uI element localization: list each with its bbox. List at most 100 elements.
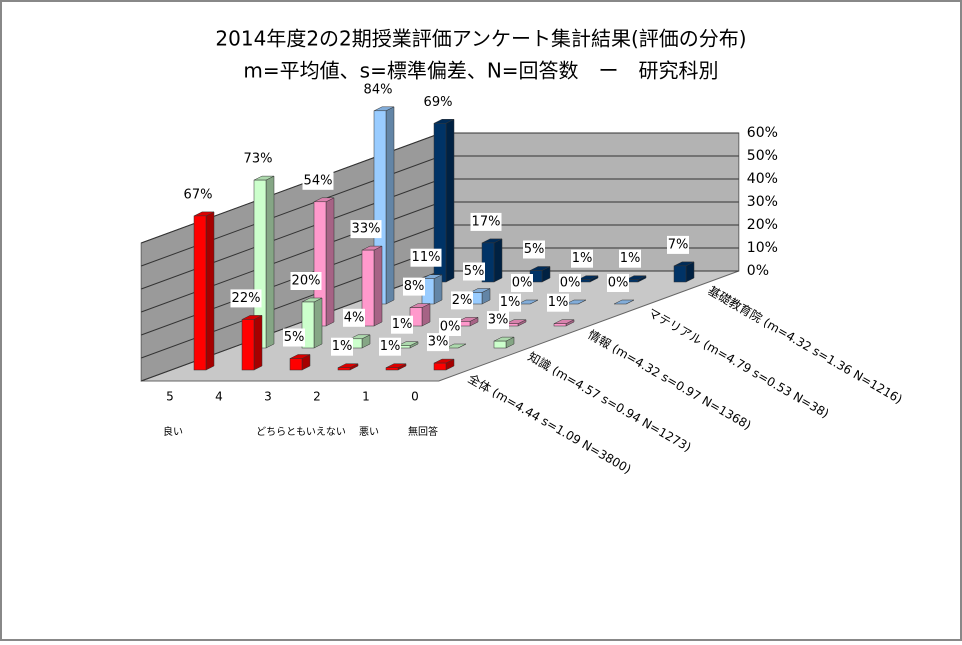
value-label: 11% (412, 250, 441, 265)
value-label: 1% (332, 339, 353, 354)
bar (289, 358, 303, 371)
value-label-box (439, 318, 461, 336)
value-label-box (343, 308, 365, 327)
value-label-box (391, 315, 413, 334)
bar (385, 367, 399, 371)
value-label-box (362, 80, 394, 99)
value-label-box (427, 333, 449, 352)
value-label: 22% (232, 291, 261, 306)
value-label-box (487, 311, 509, 330)
value-label: 1% (572, 251, 593, 266)
category-note: 良い (163, 425, 183, 438)
value-label: 54% (304, 173, 333, 188)
value-label: 3% (428, 335, 449, 350)
bar-side (253, 314, 263, 371)
value-label: 0% (608, 276, 629, 291)
value-label: 1% (500, 295, 521, 310)
bar-side (313, 297, 323, 349)
value-label: 67% (184, 187, 213, 202)
bar-side (445, 118, 455, 283)
value-label-box (331, 337, 353, 356)
value-label: 0% (512, 276, 533, 291)
y-tick-label: 0% (747, 263, 769, 279)
value-label-box (470, 212, 502, 231)
bar-side (493, 238, 503, 283)
chart-title: 2014年度2の2期授業評価アンケート集計結果(評価の分布) (215, 27, 746, 51)
value-label-box (619, 249, 641, 268)
value-label-box (302, 171, 334, 190)
bar (553, 323, 567, 327)
value-label-box (283, 328, 305, 347)
value-label: 1% (620, 251, 641, 266)
value-label-box (182, 185, 214, 204)
category-note: 悪い (359, 426, 379, 438)
value-label: 73% (244, 152, 273, 167)
y-tick-label: 10% (747, 240, 778, 256)
bar-side (205, 211, 215, 371)
bar-top (565, 299, 587, 305)
value-label-box (607, 274, 629, 292)
x-tick-label: 5 (166, 390, 174, 404)
value-label: 84% (364, 82, 393, 97)
bar-side (433, 274, 443, 305)
value-label: 4% (344, 310, 365, 325)
value-label: 69% (424, 95, 453, 110)
bar-side (265, 175, 275, 349)
value-label: 5% (284, 330, 305, 345)
value-label-box (350, 220, 382, 239)
value-label: 17% (472, 214, 501, 229)
bar (337, 367, 351, 371)
value-label-box (571, 249, 593, 268)
bar (361, 249, 375, 327)
value-label: 20% (292, 274, 321, 289)
value-label-box (451, 291, 473, 310)
bar-side (373, 245, 383, 327)
x-tick-label: 4 (215, 390, 223, 404)
bar-side (385, 106, 395, 305)
value-label-box (379, 337, 401, 356)
bar-side (325, 197, 335, 327)
y-tick-label: 40% (747, 171, 778, 187)
bar-top (613, 299, 635, 305)
value-label: 33% (352, 222, 381, 237)
bar (673, 265, 687, 283)
value-label-box (230, 289, 262, 308)
value-label: 3% (488, 313, 509, 328)
value-label-box (499, 293, 521, 312)
y-tick-label: 20% (747, 217, 778, 233)
value-label-box (559, 274, 581, 292)
value-label: 8% (404, 279, 425, 294)
value-label: 0% (560, 276, 581, 291)
value-label-box (422, 93, 454, 112)
value-label-box (511, 274, 533, 292)
x-tick-label: 3 (264, 390, 272, 404)
x-tick-label: 2 (313, 390, 321, 404)
value-label: 5% (464, 264, 485, 279)
category-note: 無回答 (408, 425, 438, 438)
bar (193, 215, 207, 371)
value-label: 5% (524, 242, 545, 257)
y-tick-label: 60% (747, 125, 778, 141)
value-label-box (667, 235, 689, 254)
value-label-box (410, 248, 442, 267)
bar (433, 362, 447, 371)
value-label-box (403, 277, 425, 296)
value-label: 7% (668, 237, 689, 252)
value-label-box (242, 150, 274, 169)
value-label: 1% (392, 317, 413, 332)
y-tick-label: 30% (747, 194, 778, 210)
value-label-box (523, 240, 545, 259)
bar (241, 319, 255, 371)
value-label-box (463, 262, 485, 281)
bar-top (517, 299, 539, 305)
category-note: どちらともいえない (256, 426, 346, 438)
x-tick-label: 0 (411, 390, 419, 404)
value-label: 0% (440, 320, 461, 335)
value-label: 1% (548, 295, 569, 310)
value-label-box (290, 272, 322, 290)
value-label: 2% (452, 293, 473, 308)
chart-subtitle: m=平均値、s=標準偏差、N=回答数 ー 研究科別 (243, 59, 718, 83)
bar-top (445, 343, 467, 349)
